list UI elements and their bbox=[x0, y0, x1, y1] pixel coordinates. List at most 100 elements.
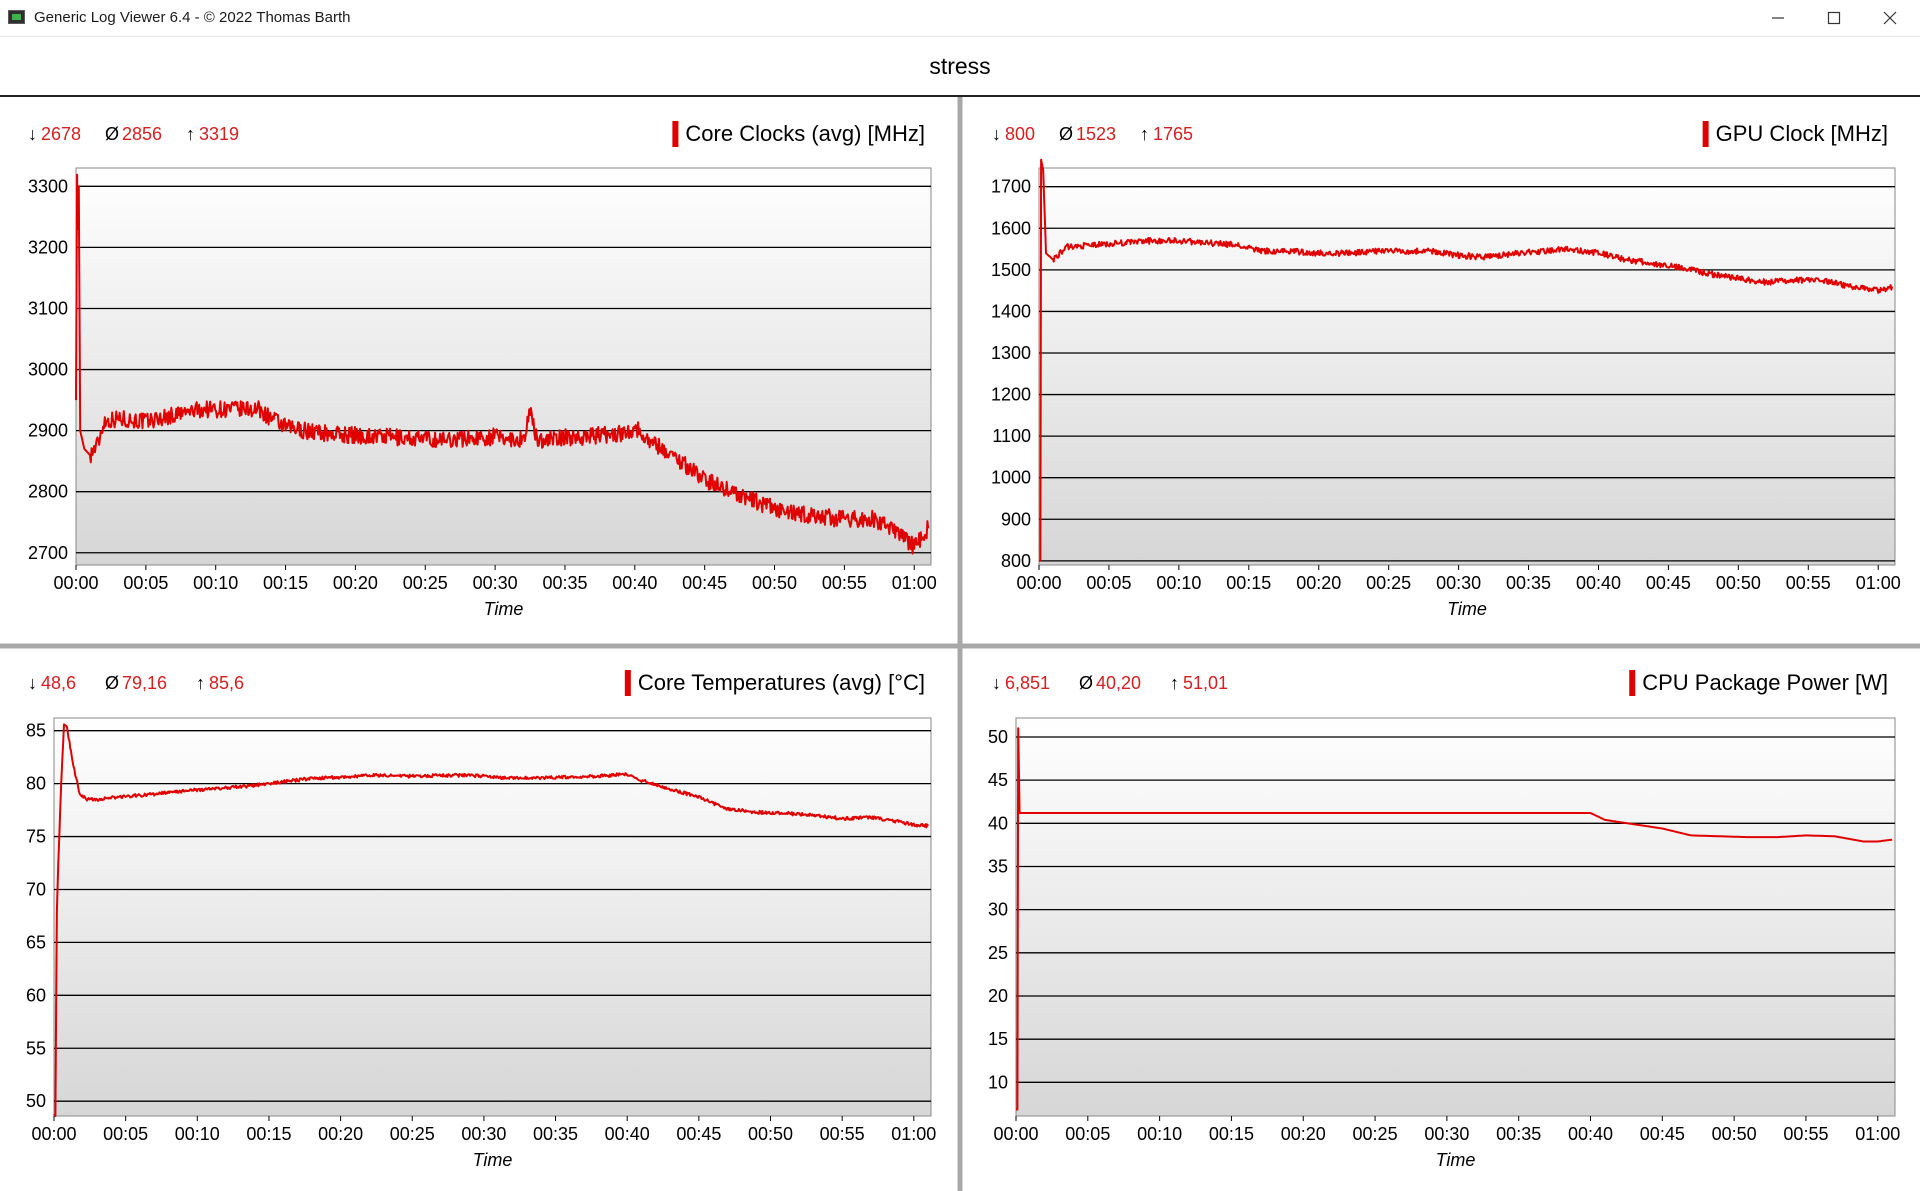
y-tick-label: 1500 bbox=[991, 260, 1031, 280]
x-tick-label: 00:40 bbox=[1568, 1124, 1613, 1144]
plot-area bbox=[75, 167, 932, 566]
y-tick-label: 60 bbox=[26, 985, 46, 1005]
close-icon bbox=[1883, 11, 1897, 25]
y-tick-label: 20 bbox=[988, 986, 1008, 1006]
close-button[interactable] bbox=[1862, 0, 1918, 36]
x-tick-label: 00:25 bbox=[390, 1124, 435, 1144]
y-tick-label: 3300 bbox=[28, 176, 68, 196]
x-axis-label: Time bbox=[473, 1150, 513, 1170]
x-tick-label: 00:45 bbox=[1640, 1124, 1685, 1144]
x-tick-label: 00:55 bbox=[822, 573, 867, 593]
x-tick-label: 00:35 bbox=[533, 1124, 578, 1144]
x-tick-label: 00:15 bbox=[263, 573, 308, 593]
x-axis-label: Time bbox=[1436, 1150, 1476, 1170]
x-tick-label: 01:00 bbox=[1855, 1124, 1900, 1144]
stat-max-symbol: ↑ bbox=[1140, 124, 1149, 144]
x-tick-label: 00:25 bbox=[1353, 1124, 1398, 1144]
x-tick-label: 00:30 bbox=[473, 573, 518, 593]
stat-min-symbol: ↓ bbox=[28, 673, 37, 693]
x-tick-label: 00:05 bbox=[103, 1124, 148, 1144]
y-tick-label: 1100 bbox=[992, 426, 1031, 446]
legend-swatch bbox=[624, 670, 631, 696]
plot-area bbox=[53, 717, 932, 1117]
x-tick-label: 00:50 bbox=[1716, 573, 1761, 593]
x-tick-label: 00:55 bbox=[820, 1124, 865, 1144]
y-tick-label: 3200 bbox=[28, 237, 68, 257]
x-tick-label: 00:10 bbox=[1137, 1124, 1182, 1144]
y-tick-label: 800 bbox=[1001, 551, 1031, 571]
stat-min-value: 800 bbox=[1005, 124, 1035, 144]
y-tick-label: 1600 bbox=[991, 218, 1031, 238]
document-title: stress bbox=[929, 53, 991, 79]
stat-min-value: 48,6 bbox=[41, 673, 76, 693]
x-tick-label: 00:50 bbox=[1712, 1124, 1757, 1144]
x-tick-label: 00:15 bbox=[246, 1124, 291, 1144]
stat-max-value: 85,6 bbox=[209, 673, 244, 693]
x-tick-label: 00:05 bbox=[123, 573, 168, 593]
x-tick-label: 00:10 bbox=[193, 573, 238, 593]
x-tick-label: 00:25 bbox=[403, 573, 448, 593]
legend-swatch bbox=[1629, 670, 1636, 696]
window-titlebar[interactable]: Generic Log Viewer 6.4 - © 2022 Thomas B… bbox=[0, 0, 1920, 37]
y-tick-label: 75 bbox=[26, 827, 46, 847]
x-tick-label: 00:15 bbox=[1209, 1124, 1254, 1144]
y-tick-label: 30 bbox=[988, 900, 1008, 920]
app-icon bbox=[8, 10, 25, 24]
y-tick-label: 35 bbox=[988, 856, 1008, 876]
x-tick-label: 01:00 bbox=[892, 573, 937, 593]
legend-swatch bbox=[672, 121, 679, 147]
y-tick-label: 85 bbox=[26, 721, 46, 741]
x-tick-label: 00:30 bbox=[1436, 573, 1481, 593]
chart-panel: 800 900 1000 1100 1200 1300 1400 1500 1600 1700 00… bbox=[991, 121, 1901, 619]
chart-panel: 2700 2800 2900 3000 3100 3200 3300 00:00 00:05 00… bbox=[28, 121, 937, 619]
stat-min-symbol: ↓ bbox=[992, 124, 1001, 144]
stat-avg-symbol: Ø bbox=[105, 673, 119, 693]
minimize-button[interactable] bbox=[1750, 0, 1806, 36]
series-line bbox=[1015, 727, 1893, 1111]
x-tick-label: 00:35 bbox=[1496, 1124, 1541, 1144]
series-line bbox=[75, 173, 930, 555]
x-axis-label: Time bbox=[484, 599, 524, 619]
y-tick-label: 25 bbox=[988, 943, 1008, 963]
x-tick-label: 01:00 bbox=[1856, 573, 1901, 593]
y-tick-label: 900 bbox=[1001, 509, 1031, 529]
maximize-button[interactable] bbox=[1806, 0, 1862, 36]
stat-max-symbol: ↑ bbox=[1170, 673, 1179, 693]
x-tick-label: 00:00 bbox=[1016, 573, 1061, 593]
chart-title: Core Clocks (avg) [MHz] bbox=[685, 121, 925, 146]
x-tick-label: 00:30 bbox=[1424, 1124, 1469, 1144]
legend-swatch bbox=[1702, 121, 1709, 147]
stat-avg-symbol: Ø bbox=[105, 124, 119, 144]
y-tick-label: 3000 bbox=[28, 360, 68, 380]
y-tick-label: 15 bbox=[988, 1029, 1008, 1049]
stat-avg-value: 40,20 bbox=[1096, 673, 1141, 693]
x-tick-label: 00:00 bbox=[31, 1124, 76, 1144]
x-tick-label: 00:05 bbox=[1086, 573, 1131, 593]
x-tick-label: 00:55 bbox=[1783, 1124, 1828, 1144]
x-tick-label: 00:00 bbox=[993, 1124, 1038, 1144]
x-tick-label: 00:50 bbox=[748, 1124, 793, 1144]
chart-title: Core Temperatures (avg) [°C] bbox=[638, 670, 925, 695]
y-tick-label: 2900 bbox=[28, 421, 68, 441]
x-tick-label: 00:40 bbox=[1576, 573, 1621, 593]
x-tick-label: 00:20 bbox=[1296, 573, 1341, 593]
y-tick-label: 3100 bbox=[28, 298, 68, 318]
maximize-icon bbox=[1827, 11, 1841, 25]
x-tick-label: 00:20 bbox=[1281, 1124, 1326, 1144]
x-tick-label: 00:30 bbox=[461, 1124, 506, 1144]
x-tick-label: 00:40 bbox=[605, 1124, 650, 1144]
y-tick-label: 45 bbox=[988, 770, 1008, 790]
stat-avg-value: 2856 bbox=[122, 124, 162, 144]
stat-max-value: 51,01 bbox=[1183, 673, 1228, 693]
minimize-icon bbox=[1772, 17, 1784, 19]
stat-max-value: 1765 bbox=[1153, 124, 1193, 144]
x-tick-label: 00:20 bbox=[318, 1124, 363, 1144]
x-tick-label: 00:35 bbox=[542, 573, 587, 593]
x-tick-label: 00:45 bbox=[676, 1124, 721, 1144]
chart-title: CPU Package Power [W] bbox=[1642, 670, 1888, 695]
stat-avg-value: 79,16 bbox=[122, 673, 167, 693]
y-tick-label: 2700 bbox=[28, 543, 68, 563]
x-tick-label: 00:45 bbox=[1646, 573, 1691, 593]
y-tick-label: 65 bbox=[26, 932, 46, 952]
y-tick-label: 50 bbox=[988, 727, 1008, 747]
